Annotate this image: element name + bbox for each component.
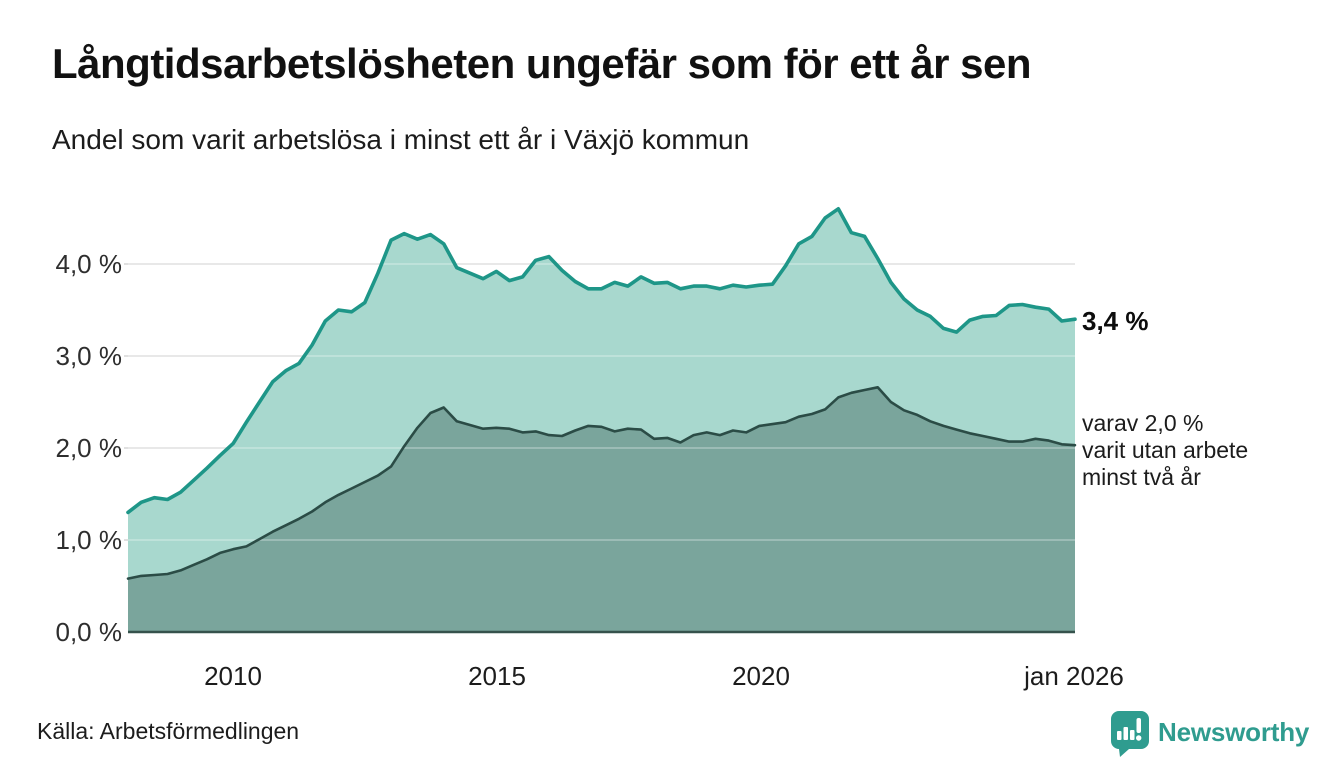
series-end-value-label: 3,4 % bbox=[1082, 306, 1149, 336]
page-title: Långtidsarbetslösheten ungefär som för e… bbox=[52, 40, 1032, 87]
newsworthy-logo[interactable]: Newsworthy bbox=[1108, 706, 1309, 758]
source-attribution: Källa: Arbetsförmedlingen bbox=[37, 718, 300, 744]
series-note-line-3: minst två år bbox=[1082, 464, 1201, 490]
x-tick-jan-2026: jan 2026 bbox=[1024, 661, 1124, 691]
y-tick-2: 2,0 % bbox=[55, 433, 123, 463]
x-tick-2020: 2020 bbox=[732, 661, 790, 691]
bar-chart-speech-bubble-icon bbox=[1111, 711, 1149, 757]
series-note-line-2: varit utan arbete bbox=[1082, 437, 1249, 463]
y-tick-1: 1,0 % bbox=[55, 525, 123, 555]
page-subtitle: Andel som varit arbetslösa i minst ett å… bbox=[52, 124, 750, 155]
y-tick-0: 0,0 % bbox=[55, 617, 123, 647]
y-tick-3: 3,0 % bbox=[55, 341, 123, 371]
series-note-label: varav 2,0 % varit utan arbete minst två … bbox=[1082, 410, 1322, 491]
y-tick-4: 4,0 % bbox=[55, 249, 123, 279]
brand-name: Newsworthy bbox=[1158, 716, 1310, 747]
x-tick-2015: 2015 bbox=[468, 661, 526, 691]
x-tick-2010: 2010 bbox=[204, 661, 262, 691]
series-note-line-1: varav 2,0 % bbox=[1082, 410, 1204, 436]
